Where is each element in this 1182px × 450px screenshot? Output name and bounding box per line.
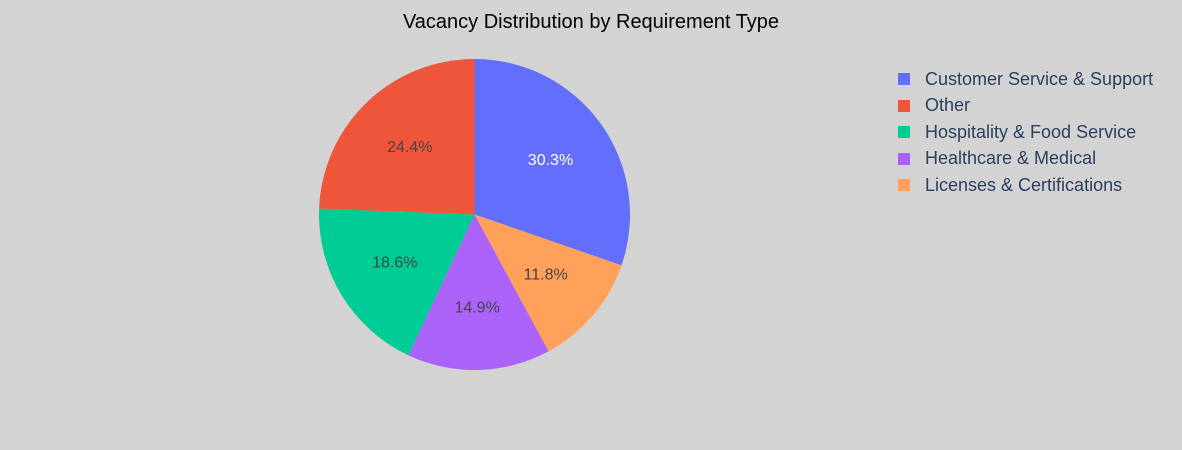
legend: Customer Service & Support Other Hospitali… [898, 66, 1153, 199]
legend-label: Licenses & Certifications [925, 174, 1123, 195]
legend-label: Hospitality & Food Service [925, 121, 1137, 142]
slice-percent-label: 30.3% [528, 152, 573, 169]
pie-slices [318, 59, 631, 371]
pie-slice-other[interactable] [319, 59, 475, 215]
legend-swatch [898, 73, 910, 86]
legend-label: Customer Service & Support [925, 68, 1154, 89]
pie-slice-licenses-and-certifications[interactable] [474, 214, 622, 352]
legend-item-healthcare-and-medical[interactable]: Healthcare & Medical [898, 146, 1153, 173]
slice-percent-label: 11.8% [524, 266, 568, 283]
chart-title: Vacancy Distribution by Requirement Type [402, 11, 780, 33]
legend-item-licenses-and-certifications[interactable]: Licenses & Certifications [898, 172, 1153, 199]
legend-swatch [898, 152, 910, 165]
pie-slice-customer-service-and-support[interactable] [474, 59, 631, 266]
pie-labels: 30.3% 11.8% 14.9% 18.6% 24.4% [372, 139, 573, 316]
pie-slice-healthcare-and-medical[interactable] [408, 214, 549, 371]
legend-label: Other [925, 95, 971, 116]
slice-percent-label: 18.6% [372, 254, 417, 271]
legend-label: Healthcare & Medical [925, 148, 1097, 169]
pie-slice-hospitality-and-food-service[interactable] [318, 208, 475, 356]
legend-swatch [898, 99, 910, 112]
legend-swatch [898, 126, 910, 139]
slice-percent-label: 14.9% [454, 299, 499, 316]
slice-percent-label: 24.4% [387, 139, 432, 156]
legend-item-other[interactable]: Other [898, 93, 1153, 120]
legend-swatch [898, 179, 910, 192]
legend-item-hospitality-and-food-service[interactable]: Hospitality & Food Service [898, 119, 1153, 146]
legend-item-customer-service-and-support[interactable]: Customer Service & Support [898, 66, 1153, 93]
